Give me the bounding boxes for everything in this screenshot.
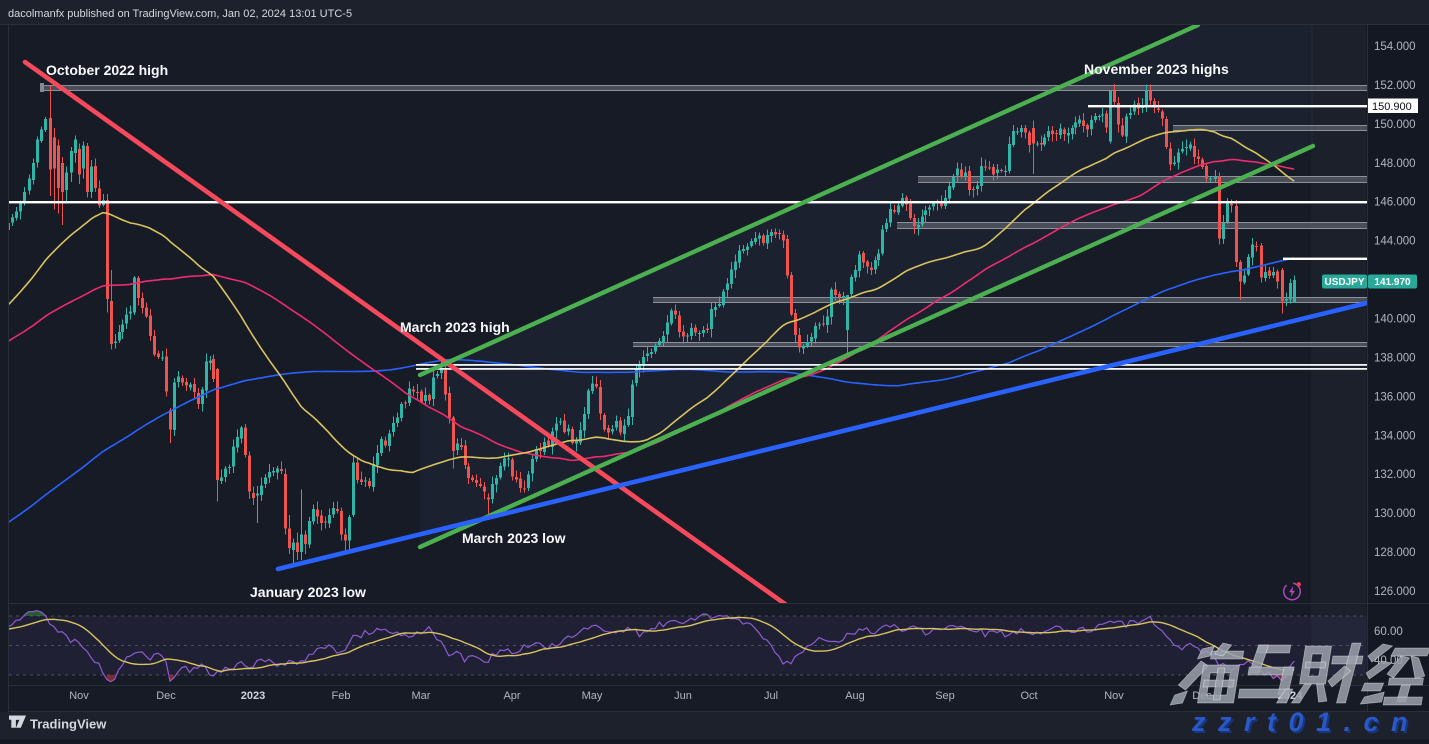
- svg-text:USDJPY: USDJPY: [1324, 277, 1364, 288]
- svg-text:154.000: 154.000: [1374, 41, 1416, 53]
- svg-text:128.000: 128.000: [1374, 547, 1416, 559]
- svg-text:148.000: 148.000: [1374, 158, 1416, 170]
- svg-text:November 2023 highs: November 2023 highs: [1084, 61, 1229, 77]
- svg-text:130.000: 130.000: [1374, 508, 1416, 520]
- svg-text:dacolmanfx published on Tradin: dacolmanfx published on TradingView.com,…: [8, 8, 352, 20]
- svg-text:Apr: Apr: [503, 690, 520, 702]
- svg-text:138.000: 138.000: [1374, 352, 1416, 364]
- svg-text:Feb: Feb: [332, 690, 351, 702]
- svg-text:150.000: 150.000: [1374, 119, 1416, 131]
- svg-text:141.970: 141.970: [1374, 277, 1411, 288]
- svg-text:136.000: 136.000: [1374, 391, 1416, 403]
- svg-text:Dec: Dec: [156, 690, 176, 702]
- svg-text:Sep: Sep: [935, 690, 955, 702]
- svg-text:March 2023 low: March 2023 low: [462, 530, 566, 546]
- svg-text:Jun: Jun: [674, 690, 692, 702]
- svg-text:zzrt01.cn: zzrt01.cn: [1191, 707, 1420, 737]
- svg-text:2023: 2023: [241, 690, 265, 702]
- svg-text:Mar: Mar: [412, 690, 431, 702]
- svg-text:May: May: [582, 690, 603, 702]
- svg-text:October 2022 high: October 2022 high: [46, 62, 168, 78]
- svg-text:146.000: 146.000: [1374, 197, 1416, 209]
- svg-text:TradingView: TradingView: [30, 717, 107, 732]
- svg-text:March 2023 high: March 2023 high: [400, 319, 510, 335]
- svg-text:Aug: Aug: [845, 690, 865, 702]
- svg-text:132.000: 132.000: [1374, 469, 1416, 481]
- svg-text:144.000: 144.000: [1374, 236, 1416, 248]
- svg-text:140.000: 140.000: [1374, 314, 1416, 326]
- svg-text:60.00: 60.00: [1374, 626, 1403, 638]
- svg-text:Oct: Oct: [1020, 690, 1037, 702]
- svg-text:Nov: Nov: [69, 690, 89, 702]
- svg-text:134.000: 134.000: [1374, 430, 1416, 442]
- svg-text:zzrt01.cn: zzrt01.cn: [1193, 709, 1422, 739]
- svg-text:126.000: 126.000: [1374, 586, 1416, 598]
- svg-text:Nov: Nov: [1104, 690, 1124, 702]
- svg-text:Jul: Jul: [764, 690, 778, 702]
- svg-text:150.900: 150.900: [1372, 101, 1412, 113]
- svg-text:January 2023 low: January 2023 low: [250, 584, 366, 600]
- svg-text:152.000: 152.000: [1374, 80, 1416, 92]
